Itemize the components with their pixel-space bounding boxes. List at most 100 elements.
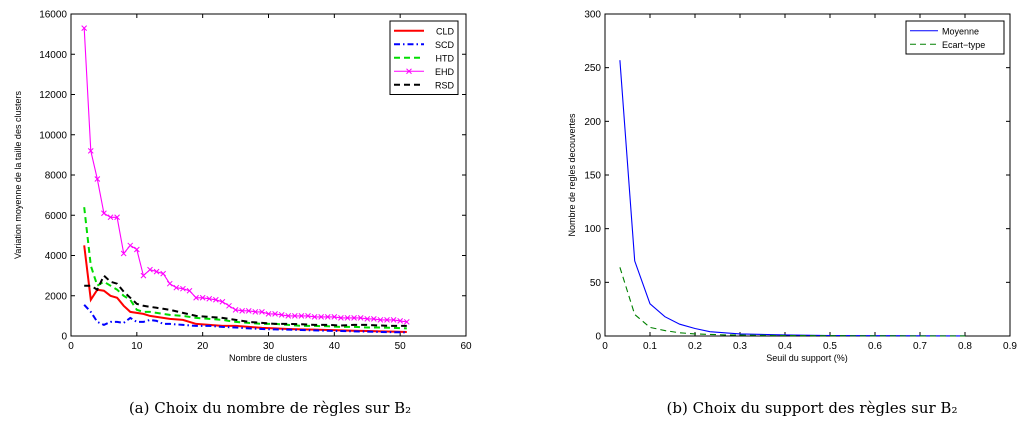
series-point bbox=[206, 295, 213, 302]
legend-label: Ecart−type bbox=[942, 40, 985, 50]
legend-label: EHD bbox=[435, 67, 455, 77]
x-tick-label: 10 bbox=[131, 341, 143, 352]
series-point bbox=[390, 317, 397, 323]
series-point bbox=[239, 307, 246, 314]
series-point bbox=[180, 285, 186, 292]
y-tick-label: 200 bbox=[584, 117, 601, 128]
x-tick-label: 20 bbox=[197, 341, 209, 352]
series-point bbox=[81, 25, 88, 31]
series-point bbox=[285, 313, 292, 319]
series-point bbox=[166, 280, 173, 287]
series-point bbox=[377, 317, 384, 323]
series-point bbox=[370, 316, 377, 322]
series-point bbox=[318, 314, 325, 320]
legend-label: HTD bbox=[436, 53, 455, 63]
series-point bbox=[87, 147, 94, 154]
series-point bbox=[94, 176, 101, 182]
x-tick-label: 0.5 bbox=[823, 341, 837, 352]
series-point bbox=[226, 302, 232, 309]
series-point bbox=[186, 287, 193, 294]
y-tick-label: 10000 bbox=[39, 130, 67, 141]
chart-b-caption: (b) Choix du support des règles sur B₂ bbox=[667, 399, 958, 417]
series-point bbox=[397, 318, 404, 324]
series-point bbox=[199, 294, 206, 301]
chart-b-ylabel: Nombre de regles decouvertes bbox=[567, 113, 577, 237]
legend-label: Moyenne bbox=[942, 26, 979, 36]
series-cld-line bbox=[83, 245, 407, 333]
x-tick-label: 0.9 bbox=[1003, 341, 1017, 352]
series-point bbox=[357, 315, 364, 321]
series-point bbox=[384, 317, 390, 323]
y-tick-label: 300 bbox=[584, 10, 601, 21]
series-point bbox=[173, 284, 180, 291]
series-moyenne-line bbox=[619, 60, 966, 337]
y-tick-label: 0 bbox=[595, 332, 601, 343]
chart-a-xlabel: Nombre de clusters bbox=[229, 353, 308, 363]
series-point bbox=[351, 315, 357, 321]
y-tick-label: 6000 bbox=[45, 211, 68, 222]
y-tick-label: 2000 bbox=[45, 291, 68, 302]
y-tick-label: 250 bbox=[584, 63, 601, 74]
series-point bbox=[364, 316, 371, 322]
y-tick-label: 8000 bbox=[45, 171, 68, 182]
series-point bbox=[101, 210, 107, 217]
series-point bbox=[147, 266, 153, 273]
y-tick-label: 16000 bbox=[39, 10, 67, 21]
chart-a-legend: CLD SCD HTD EHD RSD bbox=[389, 20, 459, 95]
series-point bbox=[193, 294, 199, 301]
series-point bbox=[324, 314, 331, 320]
series-point bbox=[120, 250, 127, 257]
series-point bbox=[232, 306, 239, 313]
x-tick-label: 0 bbox=[68, 341, 74, 352]
series-point bbox=[252, 308, 259, 315]
series-point bbox=[278, 312, 285, 318]
series-point bbox=[160, 270, 167, 277]
x-tick-label: 0 bbox=[602, 341, 608, 352]
chart-b-xlabel: Seuil du support (%) bbox=[766, 353, 848, 363]
x-tick-label: 0.1 bbox=[643, 341, 657, 352]
x-tick-label: 40 bbox=[329, 341, 341, 352]
series-ecart-type-line bbox=[619, 267, 965, 337]
x-tick-label: 0.8 bbox=[958, 341, 972, 352]
y-tick-label: 150 bbox=[584, 171, 601, 182]
series-point bbox=[107, 214, 114, 221]
x-tick-label: 60 bbox=[460, 341, 472, 352]
chart-b-legend: Moyenne Ecart−type bbox=[905, 20, 1005, 55]
x-tick-label: 30 bbox=[263, 341, 275, 352]
y-tick-label: 12000 bbox=[39, 90, 67, 101]
y-tick-label: 0 bbox=[61, 332, 67, 343]
chart-a: 0 10 20 30 40 50 60 0 2000 4000 6000 8000 10000 12000… bbox=[13, 10, 472, 364]
x-tick-label: 0.2 bbox=[688, 341, 702, 352]
legend-label: CLD bbox=[436, 26, 455, 36]
series-point bbox=[133, 246, 140, 253]
legend-box bbox=[389, 20, 459, 95]
series-ehd-line bbox=[83, 28, 407, 323]
series-point bbox=[305, 313, 311, 319]
chart-a-caption: (a) Choix du nombre de règles sur B₂ bbox=[129, 399, 411, 417]
series-point bbox=[114, 214, 120, 221]
series-point bbox=[219, 298, 226, 305]
legend-box bbox=[905, 20, 1005, 55]
x-tick-label: 0.4 bbox=[778, 341, 792, 352]
y-tick-label: 14000 bbox=[39, 50, 67, 61]
series-point bbox=[265, 311, 272, 317]
y-tick-label: 100 bbox=[584, 224, 601, 235]
series-point bbox=[298, 313, 305, 319]
x-tick-label: 50 bbox=[395, 341, 407, 352]
x-tick-label: 0.6 bbox=[868, 341, 882, 352]
chart-a-series bbox=[81, 25, 410, 334]
series-point bbox=[153, 268, 160, 275]
legend-label: SCD bbox=[435, 40, 455, 50]
series-point bbox=[338, 315, 344, 321]
chart-b-ticks: 0 0.1 0.2 0.3 0.4 0.5 0.6 0.7 0.8 0.9 0 50 100 150 200… bbox=[584, 10, 1017, 353]
series-point bbox=[344, 315, 351, 321]
series-point bbox=[403, 319, 410, 325]
x-tick-label: 0.7 bbox=[913, 341, 927, 352]
series-point bbox=[272, 311, 278, 317]
y-tick-label: 50 bbox=[590, 278, 602, 289]
legend-label: RSD bbox=[435, 80, 455, 90]
series-htd-line bbox=[83, 207, 407, 330]
series-scd-line bbox=[83, 304, 407, 334]
series-point bbox=[212, 296, 219, 303]
